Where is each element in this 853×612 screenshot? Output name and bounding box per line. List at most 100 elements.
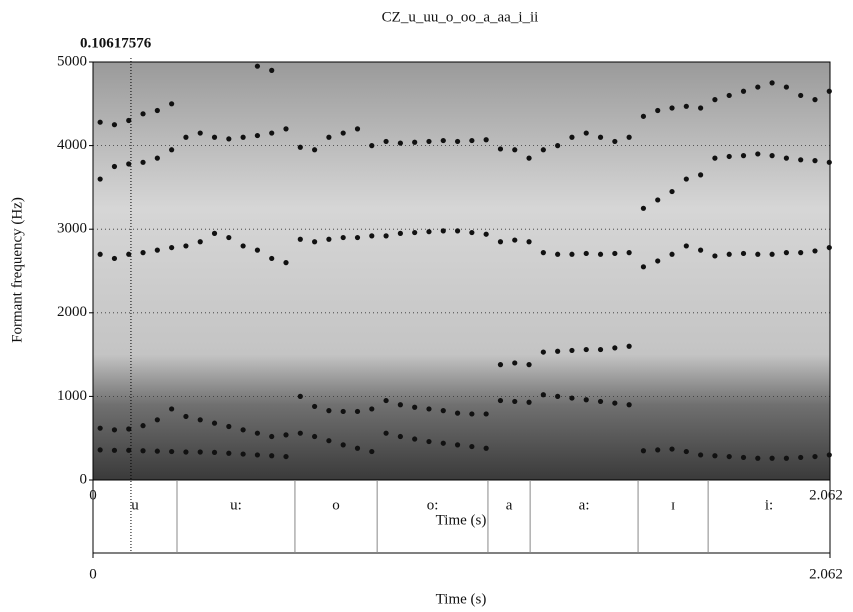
formant-point xyxy=(812,248,818,254)
formant-point xyxy=(340,408,346,415)
formant-point xyxy=(397,433,403,440)
y-axis-label: Formant frequency (Hz) xyxy=(9,197,25,343)
formant-point xyxy=(540,349,546,355)
formant-point xyxy=(669,446,675,452)
formant-point xyxy=(826,452,832,458)
formant-point xyxy=(254,63,261,69)
formant-point xyxy=(798,92,804,99)
formant-point xyxy=(740,250,747,257)
formant-point xyxy=(240,427,246,433)
formant-point xyxy=(769,153,775,159)
formant-point xyxy=(626,402,632,408)
formant-point xyxy=(698,105,704,111)
chart-title: CZ_u_uu_o_oo_a_aa_i_ii xyxy=(382,9,539,25)
formant-point xyxy=(297,430,303,436)
formant-point xyxy=(97,119,103,125)
formant-point xyxy=(226,423,232,430)
formant-point xyxy=(283,260,289,266)
y-tick-label: 3000 xyxy=(57,221,87,237)
formant-point xyxy=(383,397,389,404)
formant-point xyxy=(340,442,346,448)
formant-point xyxy=(140,159,146,165)
formant-point xyxy=(111,122,118,128)
formant-point xyxy=(412,436,418,442)
tier-label: i: xyxy=(765,497,773,513)
formant-point xyxy=(140,448,146,454)
formant-point xyxy=(755,84,761,90)
formant-point xyxy=(597,346,604,353)
formant-point xyxy=(126,161,132,167)
formant-point xyxy=(583,250,589,257)
formant-point xyxy=(755,455,761,461)
formant-point xyxy=(812,158,818,164)
formant-point xyxy=(197,239,203,245)
formant-point xyxy=(769,251,775,257)
formant-point xyxy=(254,452,261,458)
formant-point xyxy=(569,134,575,140)
formant-point xyxy=(612,345,618,351)
formant-point xyxy=(126,447,132,453)
formant-point xyxy=(412,139,418,145)
formant-point xyxy=(597,398,604,405)
formant-point xyxy=(640,113,647,119)
formant-point xyxy=(655,197,661,203)
formant-point xyxy=(540,392,546,398)
formant-point xyxy=(555,251,561,257)
formant-point xyxy=(426,406,432,412)
formant-point xyxy=(111,255,118,262)
formant-point xyxy=(354,126,361,132)
y-tick-label: 2000 xyxy=(57,304,87,320)
formant-point xyxy=(183,243,189,249)
formant-point xyxy=(169,147,175,153)
formant-point xyxy=(269,433,275,440)
formant-point xyxy=(312,239,318,245)
formant-point xyxy=(640,264,647,270)
formant-point xyxy=(126,117,132,124)
formant-point xyxy=(97,425,103,431)
formant-point xyxy=(783,250,789,256)
formant-point xyxy=(726,92,732,99)
formant-point xyxy=(440,137,446,144)
formant-point xyxy=(512,360,518,366)
formant-point xyxy=(540,147,546,153)
formant-point xyxy=(111,427,118,433)
formant-point xyxy=(169,244,175,251)
formant-point xyxy=(626,250,632,256)
formant-point xyxy=(312,433,318,440)
formant-point xyxy=(397,402,403,408)
formant-point xyxy=(383,233,389,239)
formant-point xyxy=(340,130,346,136)
formant-point xyxy=(569,251,575,257)
formant-point xyxy=(297,144,303,150)
tier-label: u: xyxy=(230,497,242,513)
formant-point xyxy=(211,420,218,426)
formant-point xyxy=(812,97,818,103)
formant-point xyxy=(612,400,618,406)
formant-point xyxy=(512,147,518,153)
tier-tick-label: 2.062 xyxy=(809,566,843,582)
formant-point xyxy=(483,445,489,451)
formant-point xyxy=(283,432,289,438)
formant-point xyxy=(483,411,489,417)
formant-point xyxy=(583,130,589,136)
formant-point xyxy=(126,426,132,432)
formant-point xyxy=(469,443,475,450)
formant-point xyxy=(726,453,732,460)
formant-point xyxy=(497,146,504,152)
formant-point xyxy=(369,143,375,149)
formant-point xyxy=(798,250,804,256)
formant-point xyxy=(826,159,832,165)
formant-point xyxy=(269,130,275,136)
formant-point xyxy=(454,138,461,145)
formant-point xyxy=(383,430,389,436)
y-tick-label: 0 xyxy=(80,471,88,487)
formant-point xyxy=(555,348,561,354)
formant-point xyxy=(612,250,618,257)
formant-point xyxy=(169,406,175,412)
formant-point xyxy=(755,251,761,257)
formant-point xyxy=(683,243,689,249)
formant-point xyxy=(454,442,461,448)
formant-point xyxy=(183,134,189,140)
formant-point xyxy=(698,452,704,458)
tier-label: o: xyxy=(427,497,439,513)
